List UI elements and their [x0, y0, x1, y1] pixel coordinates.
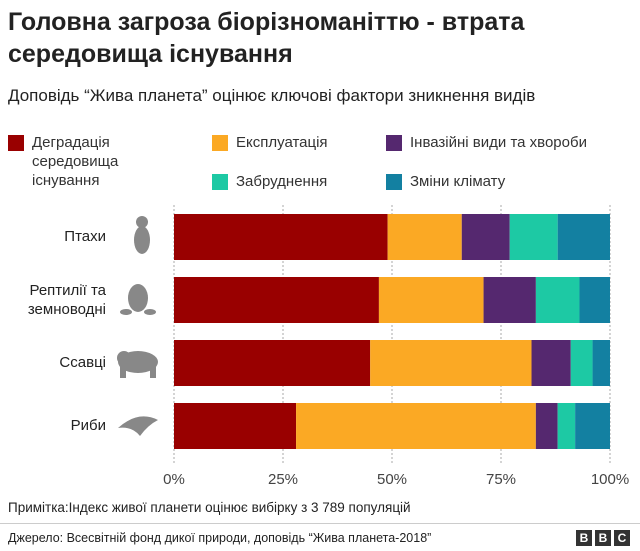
x-tick-label: 100%: [591, 471, 629, 488]
legend-swatch: [212, 174, 228, 190]
legend-swatch: [386, 174, 402, 190]
bar-segment: [174, 277, 379, 323]
bar-segment: [387, 214, 462, 260]
divider: [0, 523, 640, 524]
category-label: Птахи: [64, 228, 106, 245]
bar-segment: [370, 340, 532, 386]
x-tick-label: 75%: [486, 471, 516, 488]
legend-label: Експлуатація: [236, 134, 328, 151]
bar-segment: [174, 214, 388, 260]
bar-segment: [557, 214, 610, 260]
bar-segment: [378, 277, 484, 323]
legend-swatch: [386, 135, 402, 151]
bar-segment: [575, 403, 610, 449]
bar-segment: [531, 340, 571, 386]
chart-title: Головна загроза біорізноманіттю - втрата…: [8, 8, 525, 68]
bar-segment: [174, 340, 371, 386]
bar-segment: [483, 277, 536, 323]
legend-label: Інвазійні види та хвороби: [410, 134, 587, 151]
legend-label: Забруднення: [236, 173, 328, 190]
bar-segment: [296, 403, 536, 449]
bar-segment: [570, 340, 593, 386]
bar-segment: [509, 214, 558, 260]
bar-segment: [535, 277, 580, 323]
legend-swatch: [212, 135, 228, 151]
bar-segment: [535, 403, 558, 449]
bar-segment: [461, 214, 510, 260]
category-label: Ссавці: [59, 354, 106, 371]
logo-letter: B: [595, 530, 611, 546]
bar-segment: [579, 277, 610, 323]
legend-label: Деградація середовища існування: [32, 134, 119, 189]
animal-icons: [117, 216, 158, 436]
x-tick-label: 25%: [268, 471, 298, 488]
note: Примітка:Індекс живої планети оцінює виб…: [8, 500, 411, 515]
chart: 0% 25% 50% 75% 100%: [117, 205, 629, 488]
legend-swatch: [8, 135, 24, 151]
bar-segment: [592, 340, 610, 386]
category-label: Рептилії та земноводні: [27, 282, 106, 318]
source: Джерело: Всесвітній фонд дикої природи, …: [8, 531, 432, 545]
bar-segment: [174, 403, 297, 449]
legend-label: Зміни клімату: [410, 173, 506, 190]
x-tick-label: 50%: [377, 471, 407, 488]
logo-letter: C: [614, 530, 630, 546]
category-label: Риби: [70, 417, 106, 434]
x-tick-label: 0%: [163, 471, 185, 488]
bar-segment: [557, 403, 576, 449]
chart-subtitle: Доповідь “Жива планета” оцінює ключові ф…: [8, 86, 536, 105]
logo-letter: B: [576, 530, 592, 546]
